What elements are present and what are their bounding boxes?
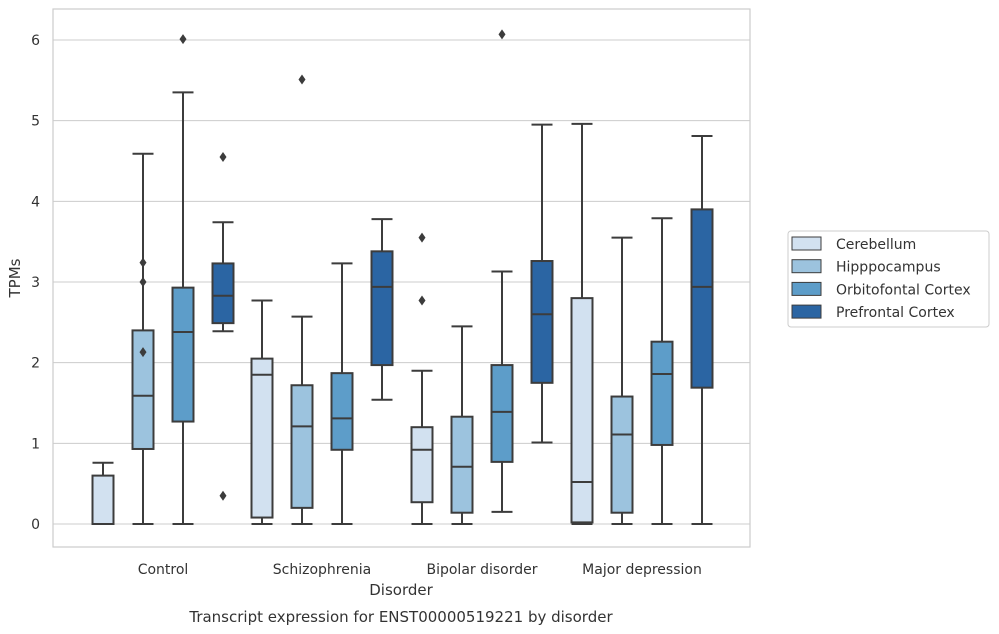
x-tick-label: Bipolar disorder (426, 562, 537, 578)
outlier-point (298, 74, 306, 85)
box-iqr (250, 357, 274, 519)
box-iqr (690, 208, 714, 389)
legend-label: Prefrontal Cortex (836, 305, 955, 321)
x-tick-label: Control (138, 562, 189, 578)
box-iqr (490, 364, 514, 463)
legend-swatch (791, 236, 822, 251)
legend-label: Hipppocampus (836, 260, 941, 276)
box-group (250, 299, 274, 525)
box-group (410, 232, 434, 525)
legend-frame (787, 230, 990, 328)
box-group (370, 218, 394, 401)
legend: Cerebellum Hipppocampus Orbitofontal Corte… (787, 230, 990, 328)
box-iqr (410, 426, 434, 504)
outlier-point (139, 257, 147, 268)
y-tick-label: 5 (31, 114, 40, 130)
y-tick-label: 1 (31, 436, 40, 452)
legend-swatch (791, 304, 822, 319)
outlier-point (418, 295, 426, 306)
grid-lines (53, 39, 750, 525)
box-group (131, 152, 155, 525)
box-iqr (330, 372, 354, 451)
box-series (91, 29, 714, 525)
outlier-point (139, 347, 147, 358)
box-group (171, 34, 195, 525)
y-tick-labels: 0 1 2 3 4 5 6 (31, 33, 40, 533)
box-group (290, 74, 314, 525)
y-tick-label: 6 (31, 33, 40, 49)
y-tick-label: 2 (31, 356, 40, 372)
y-axis-title: TPMs (6, 258, 24, 298)
box-group (690, 134, 714, 525)
chart-caption: Transcript expression for ENST0000051922… (188, 608, 613, 626)
x-tick-label: Schizophrenia (273, 562, 371, 578)
box-group (211, 151, 235, 501)
box-iqr (450, 415, 474, 514)
plot-frame (52, 8, 751, 548)
box-iqr (171, 286, 195, 423)
box-group (530, 123, 554, 444)
box-iqr (650, 340, 674, 446)
box-group (91, 461, 115, 525)
legend-swatch (791, 259, 822, 274)
box-iqr (610, 395, 634, 514)
box-iqr (570, 297, 594, 524)
box-iqr (290, 384, 314, 509)
outlier-point (418, 232, 426, 243)
outlier-point (179, 34, 187, 45)
plot-background (53, 9, 750, 547)
box-group (610, 236, 634, 525)
y-tick-label: 0 (31, 517, 40, 533)
outlier-point (219, 151, 227, 162)
box-group (450, 325, 474, 525)
box-group (570, 122, 594, 525)
box-iqr (370, 250, 394, 367)
box-iqr (91, 474, 115, 525)
x-tick-labels: Control Schizophrenia Bipolar disorder Majo… (138, 562, 702, 578)
box-iqr (211, 262, 235, 325)
x-axis-title: Disorder (369, 581, 433, 599)
box-group (490, 29, 514, 513)
box-iqr (530, 260, 554, 384)
box-iqr (131, 329, 155, 450)
box-group (650, 217, 674, 525)
outlier-point (139, 276, 147, 287)
outlier-point (498, 29, 506, 40)
legend-label: Cerebellum (836, 237, 916, 253)
box-group (330, 262, 354, 525)
x-tick-label: Major depression (582, 562, 702, 578)
y-tick-label: 3 (31, 275, 40, 291)
legend-label: Orbitofontal Cortex (836, 282, 971, 298)
y-tick-label: 4 (31, 194, 40, 210)
legend-swatch (791, 281, 822, 296)
outlier-point (219, 490, 227, 501)
